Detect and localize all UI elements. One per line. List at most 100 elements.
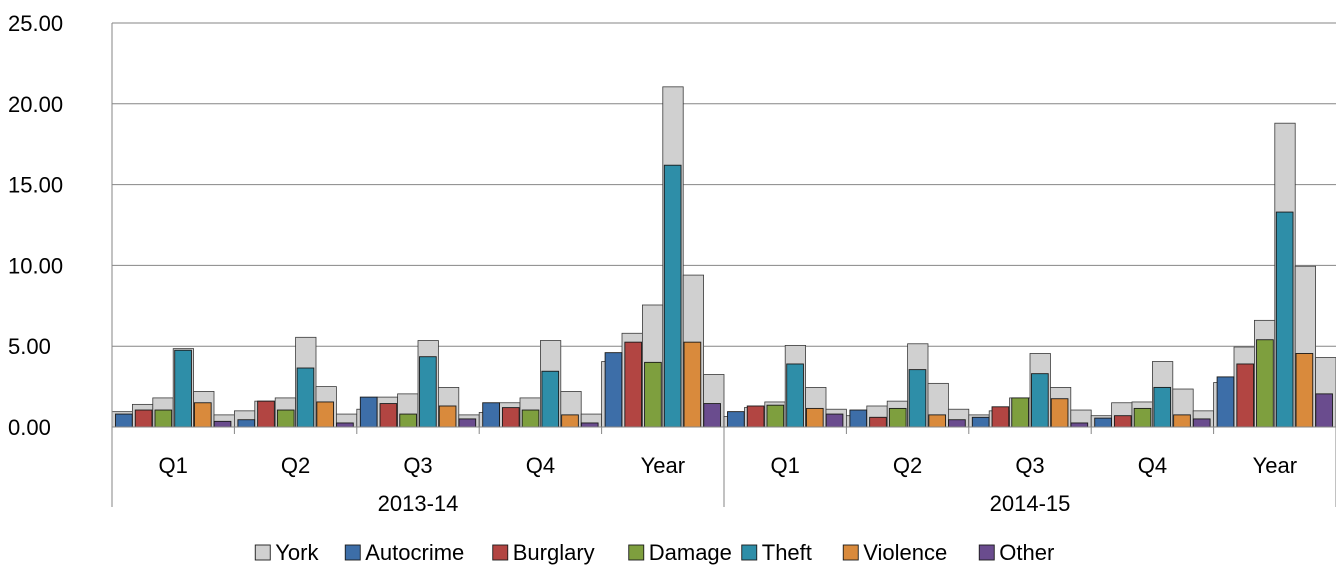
york-background-bars [111, 86, 1336, 428]
tick-labels: 0.00 5.00 10.00 15.00 20.00 25.00 Q1 Q2 Q3 Q4 Year… [8, 11, 1297, 516]
bar-autocrime [849, 409, 868, 428]
y-tick-label: 10.00 [8, 253, 63, 278]
legend-label: York [275, 540, 319, 565]
x-tick-label: Q4 [526, 453, 555, 478]
bar-theft [663, 164, 682, 428]
bar-other [948, 419, 966, 428]
legend-swatch [842, 544, 859, 561]
bar-violence [1295, 353, 1314, 428]
legend-label: Violence [863, 540, 947, 565]
bar-damage [766, 404, 785, 428]
bar-burglary [379, 403, 398, 428]
x-tick-label: Q2 [281, 453, 310, 478]
legend-item-york: York [254, 540, 319, 565]
legend-swatch [492, 544, 509, 561]
bar-theft [541, 370, 560, 428]
bar-burglary [746, 405, 765, 428]
group-label: 2014-15 [990, 491, 1071, 516]
bar-theft [174, 349, 192, 428]
bar-other [1315, 393, 1333, 428]
bar-violence [1173, 414, 1191, 428]
bar-damage [1133, 407, 1152, 428]
bar-theft [1153, 386, 1172, 428]
bar-other [336, 422, 354, 428]
legend-item-other: Other [978, 540, 1054, 565]
y-tick-label: 20.00 [8, 92, 63, 117]
legend-item-damage: Damage [628, 540, 732, 565]
bar-other [825, 413, 844, 428]
legend-item-autocrime: Autocrime [344, 540, 464, 565]
bar-autocrime [971, 416, 990, 428]
bar-autocrime [359, 396, 378, 428]
legend: York Autocrime Burglary Damage Theft Violence… [254, 540, 1054, 565]
x-tick-label: Year [1253, 453, 1297, 478]
bar-violence [438, 405, 457, 428]
bar-burglary [869, 416, 887, 428]
bar-damage [276, 409, 295, 428]
bar-autocrime [604, 352, 623, 428]
bar-violence [316, 401, 335, 428]
bar-autocrime [115, 413, 133, 428]
bar-damage [521, 409, 540, 428]
legend-item-violence: Violence [842, 540, 947, 565]
bar-violence [1050, 398, 1069, 428]
bar-theft [419, 356, 437, 428]
bar-autocrime [482, 402, 500, 428]
bar-damage [644, 361, 662, 428]
bar-autocrime [727, 411, 745, 428]
bar-burglary [1113, 415, 1132, 428]
bar-burglary [501, 407, 520, 428]
group-label: 2013-14 [378, 491, 459, 516]
bar-autocrime [1094, 417, 1112, 428]
legend-label: Other [999, 540, 1054, 565]
bar-damage [888, 407, 907, 428]
bar-burglary [257, 400, 275, 428]
bar-violence [928, 414, 947, 428]
bar-theft [908, 369, 927, 428]
bar-theft [296, 367, 315, 428]
bar-violence [561, 414, 579, 428]
x-tick-label: Q4 [1138, 453, 1167, 478]
legend-swatch [978, 544, 995, 561]
legend-label: Theft [762, 540, 812, 565]
y-tick-label: 0.00 [8, 415, 51, 440]
bar-damage [1011, 397, 1029, 428]
legend-label: Autocrime [365, 540, 464, 565]
bar-autocrime [237, 419, 256, 428]
bar-other [580, 422, 599, 428]
x-tick-label: Q1 [159, 453, 188, 478]
bar-burglary [991, 406, 1010, 428]
legend-swatch [254, 544, 271, 561]
bar-damage [399, 413, 417, 428]
bar-other [703, 403, 721, 428]
axes [111, 23, 1336, 507]
x-tick-label: Q2 [893, 453, 922, 478]
bar-other [1192, 418, 1211, 428]
bar-other [1070, 422, 1089, 428]
bar-theft [1275, 211, 1294, 428]
legend-item-theft: Theft [741, 540, 812, 565]
x-tick-label: Q1 [771, 453, 800, 478]
legend-label: Damage [649, 540, 732, 565]
x-tick-label: Q3 [1015, 453, 1044, 478]
bar-damage [154, 409, 173, 428]
bar-violence [193, 402, 212, 428]
bar-other [458, 418, 477, 428]
legend-item-burglary: Burglary [492, 540, 595, 565]
gridlines [112, 22, 1336, 347]
bar-violence [805, 407, 824, 428]
bar-theft [786, 363, 804, 428]
bar-other [213, 420, 232, 428]
bar-burglary [624, 341, 643, 428]
legend-swatch [741, 544, 758, 561]
bar-violence [683, 341, 702, 428]
y-tick-label: 25.00 [8, 11, 63, 36]
bar-burglary [1236, 363, 1255, 428]
bar-damage [1256, 339, 1274, 428]
legend-swatch [344, 544, 361, 561]
y-tick-label: 15.00 [8, 173, 63, 198]
y-tick-label: 5.00 [8, 334, 51, 359]
legend-swatch [628, 544, 645, 561]
